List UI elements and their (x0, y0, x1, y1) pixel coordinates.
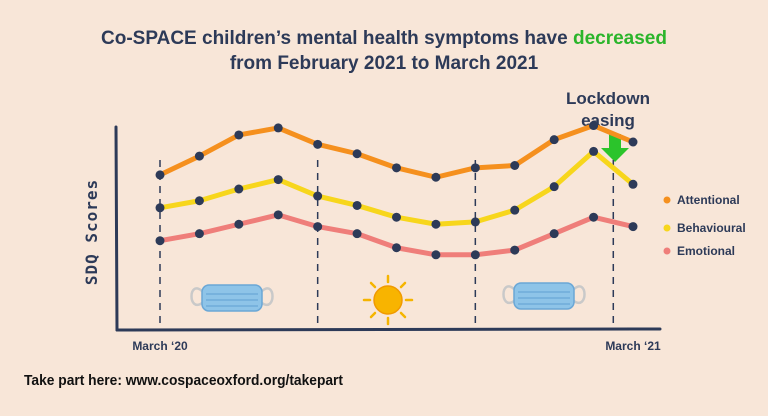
face-mask-icon (502, 282, 586, 310)
series-behavioural (155, 146, 638, 229)
data-point-behavioural-0 (155, 203, 165, 213)
y-axis (114, 125, 119, 332)
series-emotional (155, 210, 638, 260)
data-point-behavioural-6 (392, 212, 401, 222)
series-layer (155, 121, 638, 260)
data-point-emotional-5 (352, 229, 362, 239)
data-point-emotional-8 (470, 250, 480, 260)
legend-label-behavioural: Behavioural (677, 221, 746, 235)
legend-label-attentional: Attentional (677, 193, 740, 207)
series-attentional (155, 121, 638, 182)
x-tick-label-1: March ‘21 (605, 339, 661, 353)
data-point-behavioural-9 (510, 205, 520, 215)
legend-marker-attentional (663, 196, 671, 204)
data-point-emotional-2 (234, 219, 244, 229)
chart-title: Co-SPACE children’s mental health sympto… (0, 26, 768, 76)
data-point-behavioural-1 (194, 196, 204, 206)
data-point-attentional-7 (431, 172, 441, 182)
data-point-emotional-4 (313, 222, 323, 232)
x-tick-label-0: March ‘20 (132, 339, 188, 353)
data-point-attentional-6 (392, 163, 401, 173)
data-point-behavioural-8 (470, 217, 480, 227)
data-point-behavioural-11 (589, 146, 599, 156)
data-point-attentional-1 (194, 151, 204, 161)
data-point-attentional-12 (628, 137, 638, 147)
title-prefix: Co-SPACE children’s mental health sympto… (101, 28, 573, 49)
y-axis-label: SDQ Scores (82, 179, 101, 285)
legend-marker-behavioural (663, 224, 671, 232)
data-point-emotional-6 (392, 243, 401, 253)
footer-link[interactable]: Take part here: www.cospaceoxford.org/ta… (24, 372, 344, 389)
data-point-attentional-10 (549, 135, 559, 145)
title-line-1: Co-SPACE children’s mental health sympto… (0, 26, 768, 51)
data-point-behavioural-4 (313, 191, 323, 201)
x-axis (115, 327, 662, 332)
sun-icon (362, 274, 414, 326)
data-point-attentional-5 (352, 149, 362, 159)
title-highlight: decreased (572, 28, 667, 49)
data-point-emotional-3 (273, 210, 283, 220)
legend: Attentional Behavioural Emotional (663, 193, 746, 258)
data-point-attentional-11 (589, 121, 599, 131)
data-point-emotional-7 (431, 250, 441, 260)
face-mask-icon (190, 284, 274, 312)
data-point-behavioural-12 (628, 179, 638, 189)
data-point-attentional-9 (510, 161, 520, 170)
x-tick-labels: March ‘20 March ‘21 (132, 339, 661, 353)
data-point-behavioural-5 (352, 200, 362, 210)
data-point-behavioural-3 (273, 175, 283, 185)
data-point-attentional-2 (234, 130, 244, 140)
data-point-behavioural-10 (549, 182, 559, 192)
data-point-attentional-8 (470, 163, 480, 173)
data-point-emotional-1 (194, 229, 204, 239)
legend-marker-emotional (663, 247, 671, 255)
data-point-emotional-12 (628, 222, 638, 232)
data-point-emotional-9 (510, 245, 520, 255)
callout-line-1: Lockdown (565, 89, 651, 108)
data-point-attentional-3 (273, 123, 283, 133)
data-point-attentional-0 (155, 170, 165, 180)
title-line-2: from February 2021 to March 2021 (229, 53, 539, 74)
data-point-emotional-11 (589, 212, 599, 222)
down-arrow-icon (601, 134, 629, 162)
data-point-behavioural-7 (431, 219, 441, 229)
data-point-attentional-4 (313, 139, 323, 149)
legend-label-emotional: Emotional (677, 244, 735, 258)
data-point-behavioural-2 (234, 184, 244, 194)
data-point-emotional-0 (155, 236, 165, 246)
data-point-emotional-10 (549, 229, 559, 239)
